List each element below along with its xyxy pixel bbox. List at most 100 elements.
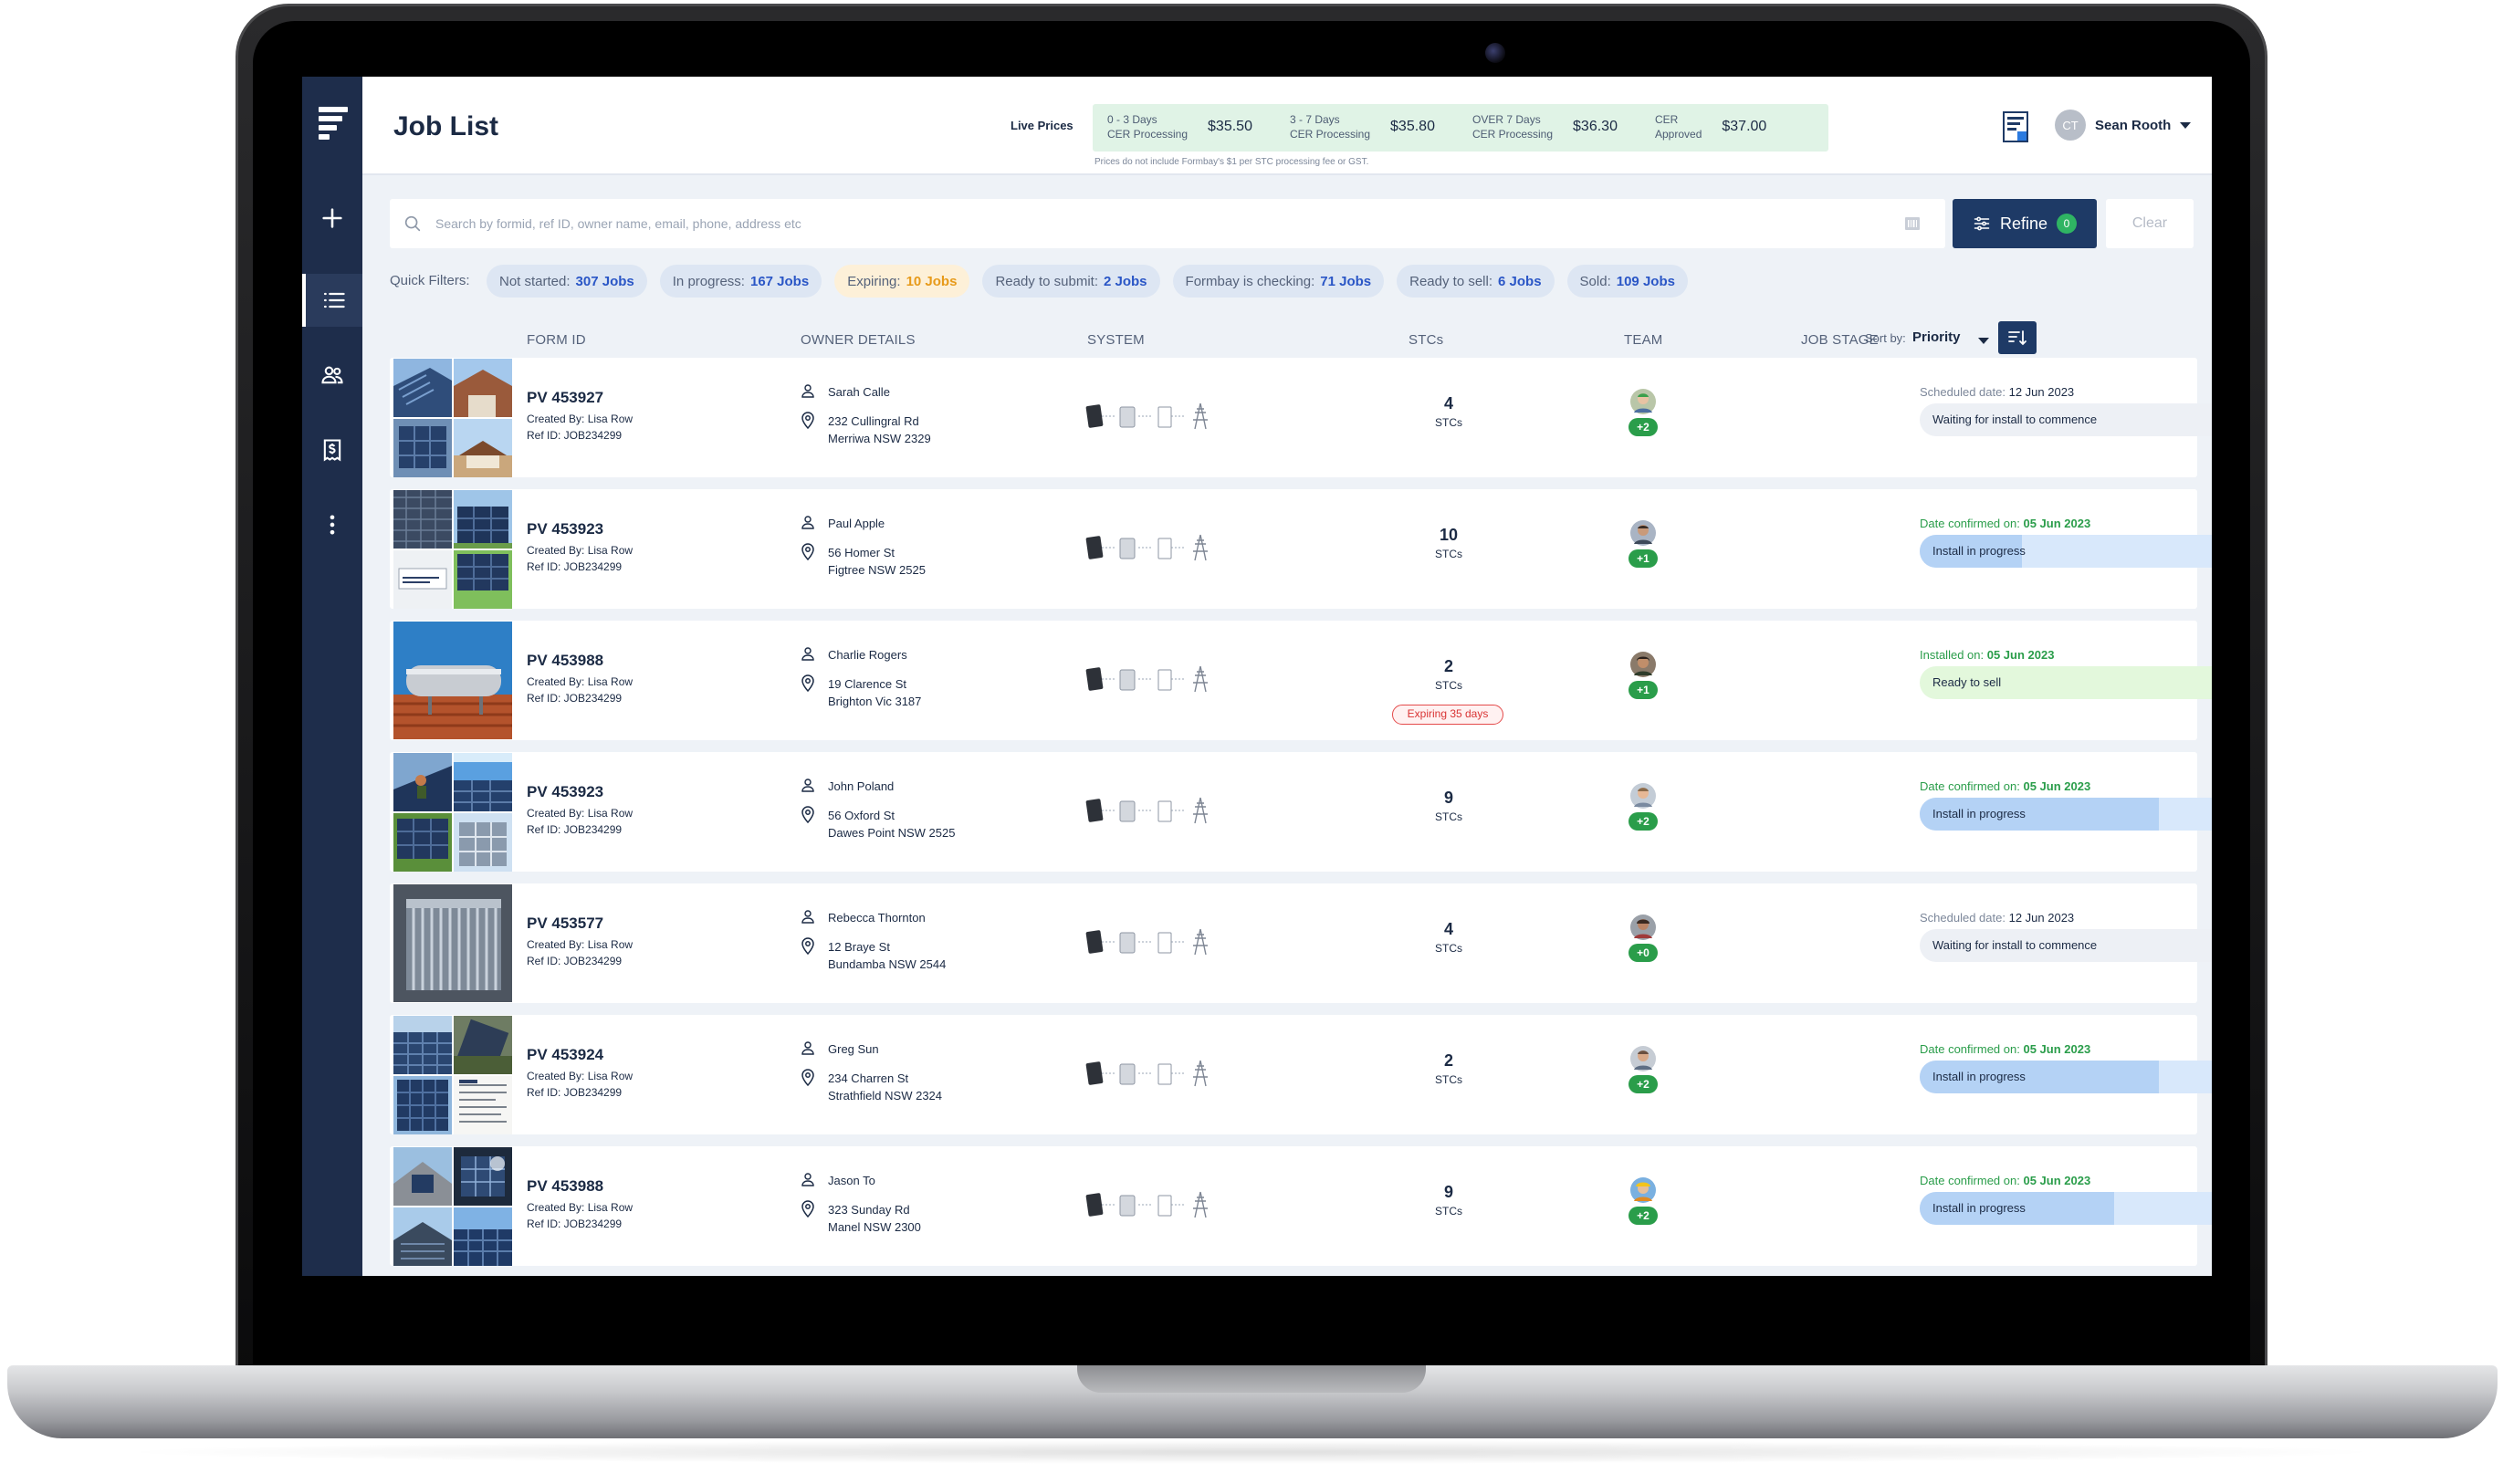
photo-thumbnail <box>393 1147 452 1206</box>
quick-filters: Not started: 307 Jobs In progress: 167 Job… <box>487 265 1688 298</box>
column-header-team[interactable]: TEAM <box>1624 332 1663 348</box>
price-term-sub: CER Processing <box>1290 128 1371 141</box>
team-member-avatar[interactable] <box>1630 1177 1656 1203</box>
column-header-owner[interactable]: OWNER DETAILS <box>801 332 916 348</box>
form-id[interactable]: PV 453927 <box>527 389 604 406</box>
table-row[interactable]: PV 453988 Created By: Lisa Row Ref ID: JO… <box>390 621 2212 740</box>
sort-select[interactable]: Priority <box>1912 329 1961 345</box>
owner-name: Rebecca Thornton <box>828 911 926 925</box>
photo-thumbnail <box>393 419 452 477</box>
price-term-label: OVER 7 Days <box>1472 113 1541 126</box>
filter-ready-to-sell[interactable]: Ready to sell: 6 Jobs <box>1397 265 1555 298</box>
stage-date-label: Scheduled date: <box>1920 385 2006 399</box>
stage-date-value: 05 Jun 2023 <box>2023 1042 2091 1056</box>
form-id[interactable]: PV 453923 <box>527 783 604 800</box>
filter-label: Ready to sell: <box>1409 273 1493 289</box>
location-pin-icon <box>801 543 814 560</box>
table-row[interactable]: PV 453924 Created By: Lisa Row Ref ID: JO… <box>390 1015 2212 1134</box>
filter-ready-to-submit[interactable]: Ready to submit: 2 Jobs <box>982 265 1160 298</box>
address-line-2: Dawes Point NSW 2525 <box>828 826 956 840</box>
ref-id: Ref ID: JOB234299 <box>527 1086 623 1099</box>
table-row[interactable]: PV 453923 Created By: Lisa Row Ref ID: JO… <box>390 489 2212 609</box>
system-components-icon <box>1085 534 1208 561</box>
stage-date: Date confirmed on: 05 Jun 2023 <box>1920 1042 2090 1056</box>
stc-count: 2 <box>1443 657 1453 675</box>
person-icon <box>801 1173 814 1186</box>
add-job-button[interactable] <box>302 192 362 245</box>
table-row[interactable]: PV 453577 Created By: Lisa Row Ref ID: JO… <box>390 883 2212 1003</box>
created-by: Created By: Lisa Row <box>527 1070 634 1082</box>
user-menu[interactable]: CT Sean Rooth <box>2055 110 2192 141</box>
filter-not-started[interactable]: Not started: 307 Jobs <box>487 265 647 298</box>
stage-date-value: 12 Jun 2023 <box>2008 385 2075 399</box>
address-line-2: Merriwa NSW 2329 <box>828 432 931 445</box>
photo-thumbnail <box>393 884 512 1002</box>
clear-button[interactable]: Clear <box>2106 199 2194 248</box>
barcode-icon[interactable] <box>1905 217 1920 230</box>
created-by: Created By: Lisa Row <box>527 675 634 688</box>
team-member-avatar[interactable] <box>1630 1046 1656 1071</box>
system-components-icon <box>1085 665 1208 693</box>
team-member-avatar[interactable] <box>1630 914 1656 940</box>
filter-expiring[interactable]: Expiring: 10 Jobs <box>834 265 970 298</box>
address-line-2: Strathfield NSW 2324 <box>828 1089 943 1103</box>
filter-label: Not started: <box>499 273 571 289</box>
job-photos <box>393 753 512 872</box>
team-count-badge: +1 <box>1629 549 1658 568</box>
stage-date-label: Date confirmed on: <box>1920 1174 2020 1187</box>
ref-id: Ref ID: JOB234299 <box>527 1218 623 1230</box>
location-pin-icon <box>801 937 814 955</box>
stage-progress: Waiting for install to commence <box>1920 403 2212 436</box>
team-member-avatar[interactable] <box>1630 783 1656 809</box>
search-input[interactable] <box>435 199 1805 248</box>
sidebar-item-team[interactable] <box>302 349 362 402</box>
refine-button[interactable]: Refine 0 <box>1953 199 2097 248</box>
filter-label: In progress: <box>672 273 745 289</box>
table-row[interactable]: PV 453988 Created By: Lisa Row Ref ID: JO… <box>390 1146 2212 1266</box>
table-row[interactable]: PV 453927 Created By: Lisa Row Ref ID: JO… <box>390 358 2212 477</box>
photo-thumbnail <box>393 622 512 739</box>
sidebar-item-job-list[interactable] <box>302 274 362 327</box>
company-logo-icon <box>2003 111 2028 142</box>
column-header-stage[interactable]: JOB STAGE <box>1801 332 1879 348</box>
sort-label: Sort by: <box>1865 331 1906 345</box>
stage-status: Ready to sell <box>1932 675 2002 689</box>
price-term-label: CER <box>1655 113 1679 126</box>
owner-name: Charlie Rogers <box>828 648 907 662</box>
stage-date-value: 05 Jun 2023 <box>1986 648 2055 662</box>
live-prices-label: Live Prices <box>1011 119 1073 132</box>
more-options-button[interactable] <box>302 498 362 551</box>
stage-date: Installed on: 05 Jun 2023 <box>1920 648 2054 662</box>
stage-date: Date confirmed on: 05 Jun 2023 <box>1920 517 2090 530</box>
filter-formbay-checking[interactable]: Formbay is checking: 71 Jobs <box>1172 265 1385 298</box>
address-line-1: 232 Cullingral Rd <box>828 414 919 428</box>
form-id[interactable]: PV 453988 <box>527 652 604 669</box>
stage-status: Install in progress <box>1932 807 2026 820</box>
column-header-system[interactable]: SYSTEM <box>1087 332 1145 348</box>
column-header-stcs[interactable]: STCs <box>1409 332 1444 348</box>
main-content: Job List Live Prices 0 - 3 Days CER Proce… <box>362 77 2212 1276</box>
form-id[interactable]: PV 453988 <box>527 1177 604 1195</box>
sidebar-item-finance[interactable] <box>302 423 362 476</box>
form-id[interactable]: PV 453923 <box>527 520 604 538</box>
ref-id: Ref ID: JOB234299 <box>527 823 623 836</box>
table-row[interactable]: PV 453923 Created By: Lisa Row Ref ID: JO… <box>390 752 2212 872</box>
address-line-1: 56 Homer St <box>828 546 895 559</box>
chevron-down-icon[interactable] <box>1978 338 1989 344</box>
stage-progress-fill <box>1920 1061 2159 1093</box>
sort-direction-button[interactable] <box>1998 321 2037 354</box>
form-id[interactable]: PV 453577 <box>527 914 604 932</box>
address-line-2: Brighton Vic 3187 <box>828 695 922 708</box>
team-count-badge: +2 <box>1629 1207 1658 1225</box>
filter-in-progress[interactable]: In progress: 167 Jobs <box>659 265 822 298</box>
form-id[interactable]: PV 453924 <box>527 1046 604 1063</box>
filter-sold[interactable]: Sold: 109 Jobs <box>1566 265 1688 298</box>
stc-count: 4 <box>1443 920 1453 938</box>
team-member-avatar[interactable] <box>1630 389 1656 414</box>
sidebar <box>302 77 362 1276</box>
column-header-form-id[interactable]: FORM ID <box>527 332 586 348</box>
location-pin-icon <box>801 412 814 429</box>
team-count-badge: +2 <box>1629 1075 1658 1093</box>
team-member-avatar[interactable] <box>1630 520 1656 546</box>
team-member-avatar[interactable] <box>1630 652 1656 677</box>
